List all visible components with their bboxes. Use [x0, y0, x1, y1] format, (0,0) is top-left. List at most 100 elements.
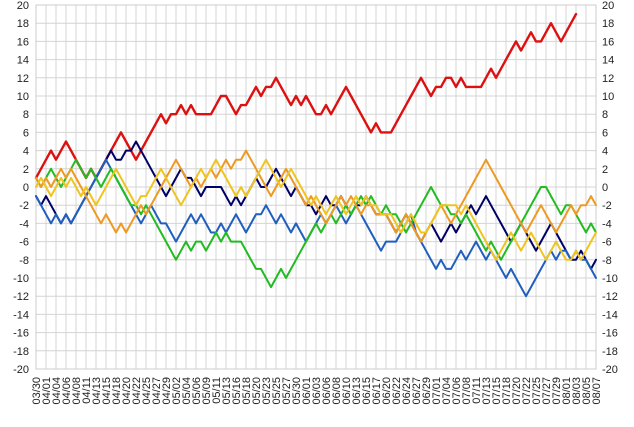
- x-tick-label: 05/04: [181, 377, 193, 405]
- y-tick-label-right: -4: [602, 218, 612, 230]
- y-tick-label-left: -16: [13, 328, 29, 340]
- series-line-6: [35, 158, 597, 261]
- x-tick-label: 07/27: [541, 377, 553, 405]
- x-tick-label: 05/11: [211, 377, 223, 404]
- x-tick-label: 06/08: [331, 377, 343, 405]
- x-tick-label: 04/22: [131, 377, 143, 405]
- y-tick-label-right: 8: [602, 109, 608, 121]
- x-tick-label: 06/13: [351, 377, 363, 405]
- x-tick-label: 05/18: [241, 377, 253, 405]
- x-tick-label: 06/27: [411, 377, 423, 405]
- x-axis: 03/3004/0104/0404/0604/0804/1104/1304/15…: [31, 377, 603, 405]
- y-tick-label-left: -4: [19, 218, 29, 230]
- y-tick-label-right: -20: [602, 364, 618, 376]
- x-tick-label: 05/23: [261, 377, 273, 405]
- y-tick-label-right: -12: [602, 291, 618, 303]
- y-tick-label-left: 2: [23, 164, 29, 176]
- y-tick-label-right: 20: [602, 0, 614, 12]
- x-tick-label: 06/17: [371, 377, 383, 405]
- x-tick-label: 05/13: [221, 377, 233, 405]
- y-axis-right: -20-18-16-14-12-10-8-6-4-202468101214161…: [602, 0, 618, 376]
- x-tick-label: 06/01: [301, 377, 313, 405]
- y-axis-left: -20-18-16-14-12-10-8-6-4-202468101214161…: [13, 0, 29, 376]
- y-tick-label-left: 16: [17, 36, 29, 48]
- y-tick-label-left: 18: [17, 18, 29, 30]
- y-tick-label-right: 2: [602, 164, 608, 176]
- x-tick-label: 05/27: [281, 377, 293, 405]
- x-tick-label: 06/03: [311, 377, 323, 405]
- x-tick-label: 04/18: [111, 377, 123, 405]
- x-tick-label: 04/29: [161, 377, 173, 405]
- y-tick-label-right: 6: [602, 127, 608, 139]
- series-line-4: [35, 158, 597, 289]
- y-tick-label-right: 14: [602, 55, 614, 67]
- x-tick-label: 08/05: [581, 377, 593, 405]
- y-tick-label-left: -8: [19, 255, 29, 267]
- x-tick-label: 08/01: [561, 377, 573, 405]
- x-tick-label: 07/20: [511, 377, 523, 405]
- y-tick-label-right: 12: [602, 73, 614, 85]
- x-tick-label: 04/04: [51, 377, 63, 405]
- x-tick-label: 04/13: [91, 377, 103, 405]
- y-tick-label-left: -12: [13, 291, 29, 303]
- y-tick-label-left: -14: [13, 309, 29, 321]
- x-tick-label: 06/10: [341, 377, 353, 405]
- x-tick-label: 06/22: [391, 377, 403, 405]
- y-tick-label-left: 6: [23, 127, 29, 139]
- x-tick-label: 05/02: [171, 377, 183, 405]
- x-tick-label: 04/25: [141, 377, 153, 405]
- x-tick-label: 05/25: [271, 377, 283, 405]
- x-tick-label: 06/15: [361, 377, 373, 405]
- series-line-1: [34, 12, 578, 180]
- x-tick-label: 05/06: [191, 377, 203, 405]
- x-tick-label: 05/09: [201, 377, 213, 405]
- y-tick-label-left: 8: [23, 109, 29, 121]
- x-tick-label: 04/08: [71, 377, 83, 405]
- series-line-5: [35, 149, 597, 243]
- x-tick-label: 05/16: [231, 377, 243, 405]
- x-tick-label: 07/25: [531, 377, 543, 405]
- x-tick-label: 06/06: [321, 377, 333, 405]
- x-tick-label: 03/30: [31, 377, 43, 405]
- x-tick-label: 06/20: [381, 377, 393, 405]
- y-tick-label-left: -6: [19, 237, 29, 249]
- y-tick-label-right: -10: [602, 273, 618, 285]
- y-tick-label-left: 12: [17, 73, 29, 85]
- series-group: [34, 12, 597, 298]
- x-tick-label: 07/04: [441, 377, 453, 405]
- x-tick-label: 07/15: [491, 377, 503, 405]
- y-tick-label-right: -2: [602, 200, 612, 212]
- x-tick-label: 05/20: [251, 377, 263, 405]
- y-tick-label-left: 20: [17, 0, 29, 12]
- x-tick-label: 04/11: [81, 377, 93, 404]
- y-tick-label-left: 14: [17, 55, 29, 67]
- x-tick-label: 07/13: [481, 377, 493, 405]
- y-tick-label-right: -16: [602, 328, 618, 340]
- x-tick-label: 06/24: [401, 377, 413, 405]
- x-tick-label: 07/29: [551, 377, 563, 405]
- x-tick-label: 05/30: [291, 377, 303, 405]
- x-tick-label: 07/01: [431, 377, 443, 405]
- x-tick-label: 04/20: [121, 377, 133, 405]
- y-tick-label-right: -18: [602, 346, 618, 358]
- y-tick-label-right: -14: [602, 309, 618, 321]
- y-tick-label-left: 4: [23, 146, 29, 158]
- x-tick-label: 07/08: [461, 377, 473, 405]
- y-tick-label-left: -18: [13, 346, 29, 358]
- y-tick-label-right: 16: [602, 36, 614, 48]
- y-tick-label-left: -10: [13, 273, 29, 285]
- y-tick-label-right: -8: [602, 255, 612, 267]
- x-tick-label: 06/29: [421, 377, 433, 405]
- y-tick-label-left: -20: [13, 364, 29, 376]
- y-tick-label-right: 0: [602, 182, 608, 194]
- x-tick-label: 08/03: [571, 377, 583, 405]
- x-tick-label: 07/18: [501, 377, 513, 405]
- x-tick-label: 04/01: [41, 377, 53, 405]
- y-tick-label-left: 10: [17, 91, 29, 103]
- y-tick-label-left: -2: [19, 200, 29, 212]
- series-line-2: [35, 140, 597, 270]
- x-tick-label: 04/06: [61, 377, 73, 405]
- x-tick-label: 07/11: [471, 377, 483, 404]
